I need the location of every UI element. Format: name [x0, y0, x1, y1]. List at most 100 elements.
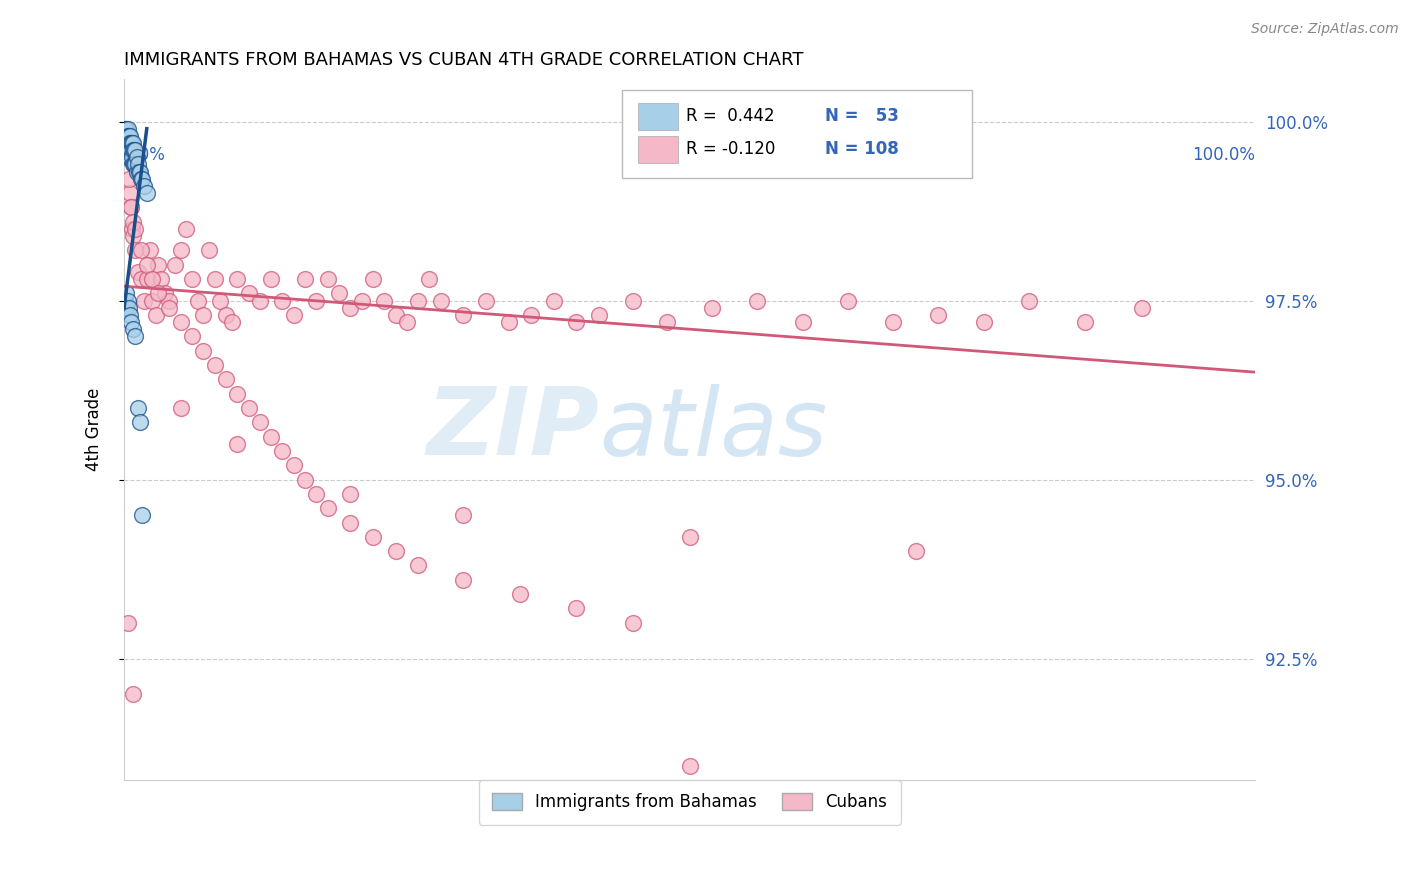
Point — [204, 272, 226, 286]
Point — [215, 372, 238, 386]
Point — [117, 293, 139, 308]
Point — [565, 601, 588, 615]
Point — [124, 143, 146, 157]
Point — [129, 164, 152, 178]
Point — [157, 301, 180, 315]
Point — [565, 315, 588, 329]
Point — [429, 293, 451, 308]
Point — [215, 308, 238, 322]
Point — [118, 308, 141, 322]
Point — [141, 272, 163, 286]
Point — [249, 415, 271, 429]
Point — [153, 286, 176, 301]
Point — [453, 573, 475, 587]
Point — [260, 272, 283, 286]
Point — [115, 143, 138, 157]
Point — [187, 293, 209, 308]
Point — [122, 687, 145, 701]
Point — [339, 487, 361, 501]
Point — [176, 222, 198, 236]
Point — [792, 315, 814, 329]
Point — [122, 136, 145, 150]
Point — [118, 128, 141, 143]
Point — [124, 143, 146, 157]
Point — [118, 136, 141, 150]
Point — [837, 293, 859, 308]
Point — [134, 293, 156, 308]
Y-axis label: 4th Grade: 4th Grade — [86, 388, 103, 471]
Point — [120, 201, 142, 215]
Point — [114, 121, 136, 136]
Point — [139, 244, 162, 258]
Point — [114, 128, 136, 143]
Point — [135, 272, 157, 286]
Point — [543, 293, 565, 308]
Point — [124, 244, 146, 258]
Point — [350, 293, 373, 308]
Text: N = 108: N = 108 — [825, 140, 898, 159]
Text: 100.0%: 100.0% — [1192, 146, 1256, 164]
Point — [129, 415, 152, 429]
Point — [120, 143, 142, 157]
Point — [170, 315, 193, 329]
Point — [118, 143, 141, 157]
Point — [122, 229, 145, 244]
Point — [114, 143, 136, 157]
Point — [209, 293, 232, 308]
Point — [294, 272, 316, 286]
Point — [117, 150, 139, 164]
Point — [453, 508, 475, 523]
Point — [121, 136, 143, 150]
Point — [127, 157, 149, 171]
Point — [395, 315, 418, 329]
Text: R =  0.442: R = 0.442 — [686, 107, 775, 126]
Point — [118, 301, 141, 315]
Point — [181, 272, 204, 286]
Point — [305, 487, 328, 501]
Text: 0.0%: 0.0% — [124, 146, 166, 164]
Text: ZIP: ZIP — [426, 384, 599, 475]
Point — [124, 222, 146, 236]
Point — [117, 615, 139, 630]
Point — [124, 329, 146, 343]
Point — [163, 258, 186, 272]
Point — [520, 308, 543, 322]
Point — [118, 128, 141, 143]
Point — [114, 121, 136, 136]
Point — [134, 178, 156, 193]
Point — [131, 508, 153, 523]
Point — [328, 286, 350, 301]
Point — [118, 143, 141, 157]
Point — [122, 215, 145, 229]
Point — [135, 186, 157, 201]
Point — [118, 186, 141, 201]
Point — [260, 429, 283, 443]
Point — [283, 308, 305, 322]
Point — [305, 293, 328, 308]
Point — [406, 293, 429, 308]
Point — [226, 386, 249, 401]
Point — [361, 272, 384, 286]
Point — [221, 315, 243, 329]
Point — [141, 293, 163, 308]
Point — [115, 301, 138, 315]
Point — [882, 315, 904, 329]
Point — [115, 150, 138, 164]
Point — [283, 458, 305, 473]
Point — [193, 343, 215, 358]
Point — [114, 136, 136, 150]
Point — [226, 272, 249, 286]
Point — [238, 401, 260, 415]
Point — [655, 315, 678, 329]
Point — [120, 136, 142, 150]
Point — [1130, 301, 1153, 315]
Text: atlas: atlas — [599, 384, 827, 475]
Point — [198, 244, 221, 258]
Point — [118, 150, 141, 164]
FancyBboxPatch shape — [637, 103, 678, 130]
Point — [498, 315, 520, 329]
Point — [114, 293, 136, 308]
Point — [509, 587, 531, 601]
FancyBboxPatch shape — [637, 136, 678, 162]
Point — [124, 157, 146, 171]
